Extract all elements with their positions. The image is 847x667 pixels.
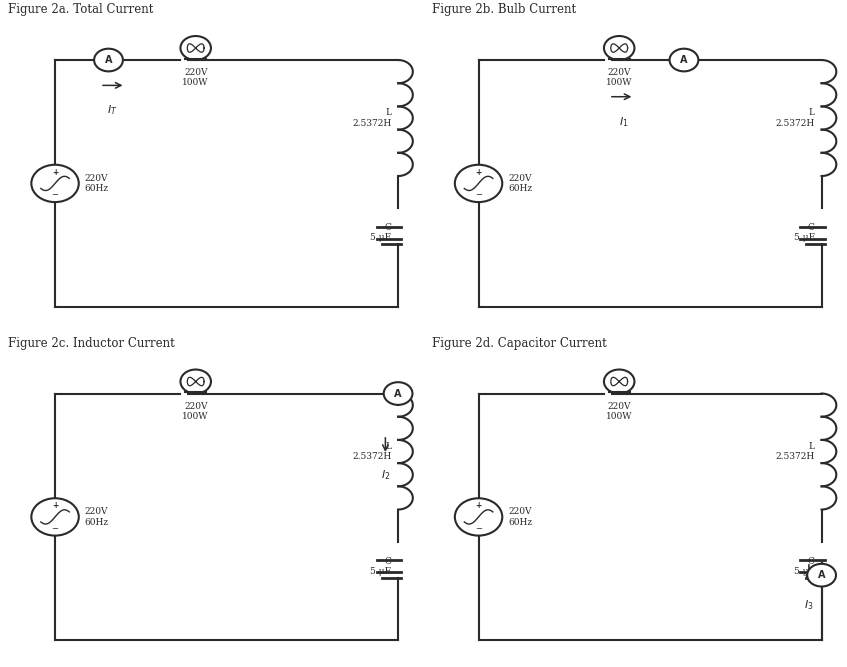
Text: Figure 2b. Bulb Current: Figure 2b. Bulb Current	[432, 3, 576, 16]
Text: C
5 μF: C 5 μF	[370, 556, 391, 576]
Text: 220V
60Hz: 220V 60Hz	[85, 507, 108, 527]
Text: +: +	[52, 501, 58, 510]
Text: L
2.5372H: L 2.5372H	[352, 442, 391, 461]
Circle shape	[670, 49, 699, 71]
Text: 220V
100W: 220V 100W	[182, 68, 209, 87]
Text: +: +	[475, 501, 482, 510]
Text: $I_1$: $I_1$	[619, 115, 629, 129]
Text: A: A	[818, 570, 825, 580]
Text: 220V
100W: 220V 100W	[606, 402, 633, 421]
Text: 220V
60Hz: 220V 60Hz	[508, 507, 532, 527]
Text: $I_3$: $I_3$	[804, 598, 814, 612]
Text: L
2.5372H: L 2.5372H	[776, 108, 815, 127]
Text: A: A	[680, 55, 688, 65]
Circle shape	[455, 165, 502, 202]
Text: 220V
100W: 220V 100W	[182, 402, 209, 421]
Text: −: −	[475, 190, 482, 199]
Text: C
5 μF: C 5 μF	[794, 223, 815, 243]
Text: C
5 μF: C 5 μF	[370, 223, 391, 243]
Text: −: −	[475, 524, 482, 533]
Text: −: −	[52, 190, 58, 199]
Circle shape	[807, 564, 836, 586]
Text: C
5 μF: C 5 μF	[794, 556, 815, 576]
Circle shape	[384, 382, 412, 405]
Text: Figure 2c. Inductor Current: Figure 2c. Inductor Current	[8, 337, 175, 350]
Text: −: −	[52, 524, 58, 533]
Circle shape	[94, 49, 123, 71]
Text: +: +	[52, 167, 58, 177]
Text: $I_2$: $I_2$	[380, 468, 390, 482]
Text: A: A	[105, 55, 113, 65]
Text: 220V
60Hz: 220V 60Hz	[508, 173, 532, 193]
Circle shape	[455, 498, 502, 536]
Circle shape	[31, 165, 79, 202]
Text: +: +	[475, 167, 482, 177]
Text: L
2.5372H: L 2.5372H	[776, 442, 815, 461]
Circle shape	[31, 498, 79, 536]
Text: 220V
60Hz: 220V 60Hz	[85, 173, 108, 193]
Text: A: A	[395, 389, 401, 398]
Text: L
2.5372H: L 2.5372H	[352, 108, 391, 127]
Text: 220V
100W: 220V 100W	[606, 68, 633, 87]
Text: $I_T$: $I_T$	[108, 103, 118, 117]
Text: Figure 2a. Total Current: Figure 2a. Total Current	[8, 3, 154, 16]
Text: Figure 2d. Capacitor Current: Figure 2d. Capacitor Current	[432, 337, 606, 350]
